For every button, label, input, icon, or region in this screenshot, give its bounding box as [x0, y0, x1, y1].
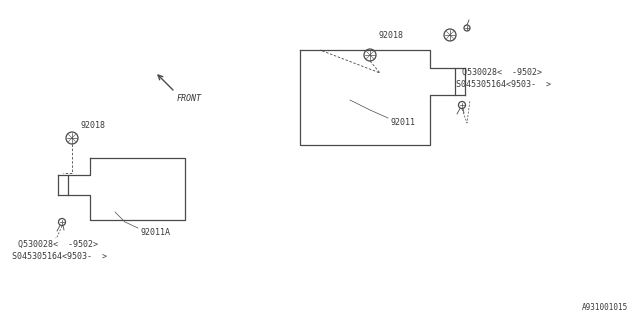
Text: S045305164<9503-  >: S045305164<9503- >	[456, 80, 551, 89]
Text: 92018: 92018	[80, 121, 105, 130]
Text: 92011A: 92011A	[140, 228, 170, 237]
Text: FRONT: FRONT	[177, 94, 202, 103]
Text: A931001015: A931001015	[582, 303, 628, 312]
Text: 92018: 92018	[378, 31, 403, 40]
Text: Q530028<  -9502>: Q530028< -9502>	[462, 68, 542, 77]
Text: S045305164<9503-  >: S045305164<9503- >	[12, 252, 107, 261]
Text: 92011: 92011	[390, 118, 415, 127]
Text: Q530028<  -9502>: Q530028< -9502>	[18, 240, 98, 249]
